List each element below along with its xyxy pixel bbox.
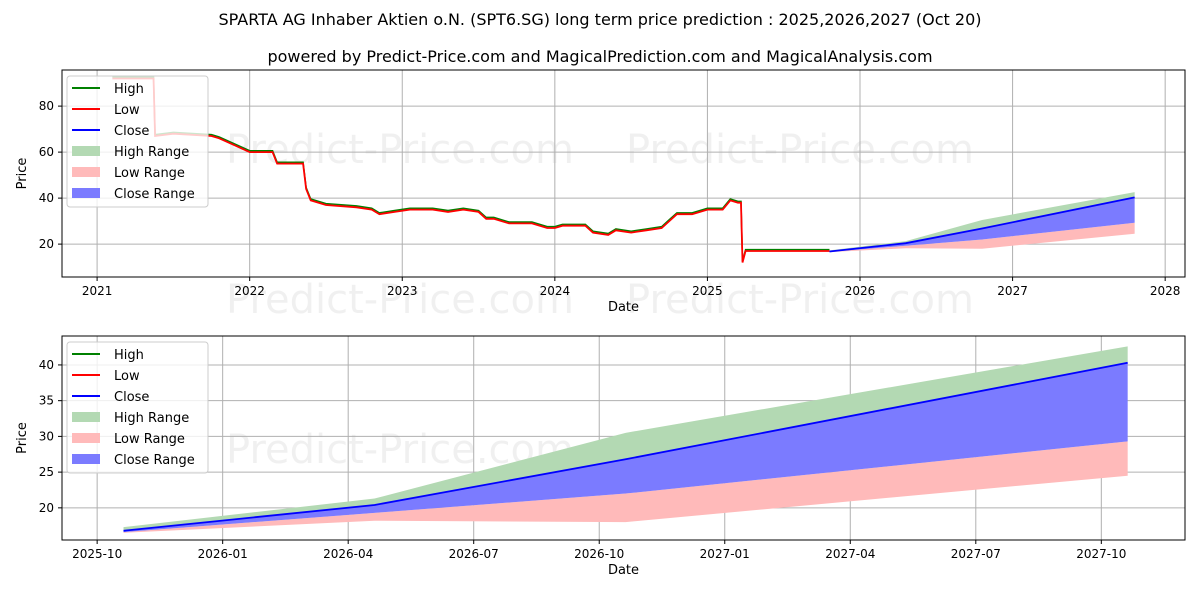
y-axis-label: Price (15, 158, 30, 190)
watermark: Predict-Price.com (226, 127, 574, 173)
legend-swatch (72, 167, 100, 177)
y-tick-label: 20 (39, 501, 54, 515)
y-tick-label: 40 (39, 191, 54, 205)
legend-label: Close Range (114, 453, 195, 468)
x-axis-label: Date (608, 563, 639, 578)
watermark: Predict-Price.com (626, 277, 974, 323)
legend-label: Close Range (114, 187, 195, 202)
legend: High Low Close High Range Low Range Close Ran… (66, 341, 209, 474)
legend-label: Low (114, 369, 140, 384)
legend-box (66, 75, 209, 208)
close-range-band (829, 197, 1135, 252)
x-axis-label: Date (608, 300, 639, 315)
legend-label: High (114, 82, 144, 97)
legend-label: Low Range (114, 166, 185, 181)
x-tick-label: 2027-10 (1076, 547, 1126, 561)
plot-1: Predict-Price.com Predict-Price.com Predic… (15, 69, 1186, 323)
legend-label: Low Range (114, 432, 185, 447)
watermark: Predict-Price.com (626, 127, 974, 173)
high-range-band (829, 192, 1135, 252)
chart-subtitle: powered by Predict-Price.com and Magical… (267, 47, 933, 66)
watermark: Predict-Price.com (226, 277, 574, 323)
legend-swatch (72, 433, 100, 443)
x-tick-label: 2028 (1150, 284, 1181, 298)
legend-swatch (72, 454, 100, 464)
x-tick-label: 2025 (692, 284, 723, 298)
x-tick-label: 2027-04 (825, 547, 875, 561)
high-range-band (123, 346, 1128, 531)
y-tick-label: 20 (39, 237, 54, 251)
close-line (123, 361, 1128, 532)
y-tick-label: 40 (39, 358, 54, 372)
low-range-band (829, 222, 1135, 253)
x-tick-label: 2022 (234, 284, 265, 298)
x-tick-label: 2027-07 (951, 547, 1001, 561)
x-tick-label: 2026 (845, 284, 876, 298)
y-tick-label: 30 (39, 429, 54, 443)
legend-label: High Range (114, 145, 189, 160)
x-tick-label: 2023 (387, 284, 418, 298)
low-range-band (123, 441, 1128, 533)
x-tick-label: 2027-01 (700, 547, 750, 561)
y-tick-label: 80 (39, 99, 54, 113)
x-tick-label: 2026-07 (449, 547, 499, 561)
y-tick-label: 60 (39, 145, 54, 159)
legend-label: High (114, 348, 144, 363)
legend-label: Low (114, 103, 140, 118)
chart-title: SPARTA AG Inhaber Aktien o.N. (SPT6.SG) … (218, 10, 982, 29)
plot-frame (61, 69, 1186, 278)
x-tick-label: 2025-10 (72, 547, 122, 561)
close-line (829, 196, 1135, 253)
legend-label: Close (114, 124, 149, 139)
x-tick-label: 2026-04 (323, 547, 373, 561)
legend-label: High Range (114, 411, 189, 426)
legend-box (66, 341, 209, 474)
y-axis-label: Price (15, 422, 30, 454)
plot-frame (61, 335, 1186, 541)
legend-swatch (72, 412, 100, 422)
y-tick-label: 35 (39, 394, 54, 408)
close-range-band (123, 362, 1128, 533)
legend: High Low Close High Range Low Range Close Ran… (66, 75, 209, 208)
x-tick-label: 2024 (540, 284, 571, 298)
plot-2: Predict-Price.comPredict-Price.com2025-1… (15, 335, 1186, 578)
x-tick-label: 2026-10 (574, 547, 624, 561)
legend-label: Close (114, 390, 149, 405)
legend-swatch (72, 146, 100, 156)
x-tick-label: 2026-01 (198, 547, 248, 561)
x-tick-label: 2027 (997, 284, 1028, 298)
low-line (112, 77, 830, 263)
legend-swatch (72, 188, 100, 198)
x-tick-label: 2021 (82, 284, 113, 298)
y-tick-label: 25 (39, 465, 54, 479)
